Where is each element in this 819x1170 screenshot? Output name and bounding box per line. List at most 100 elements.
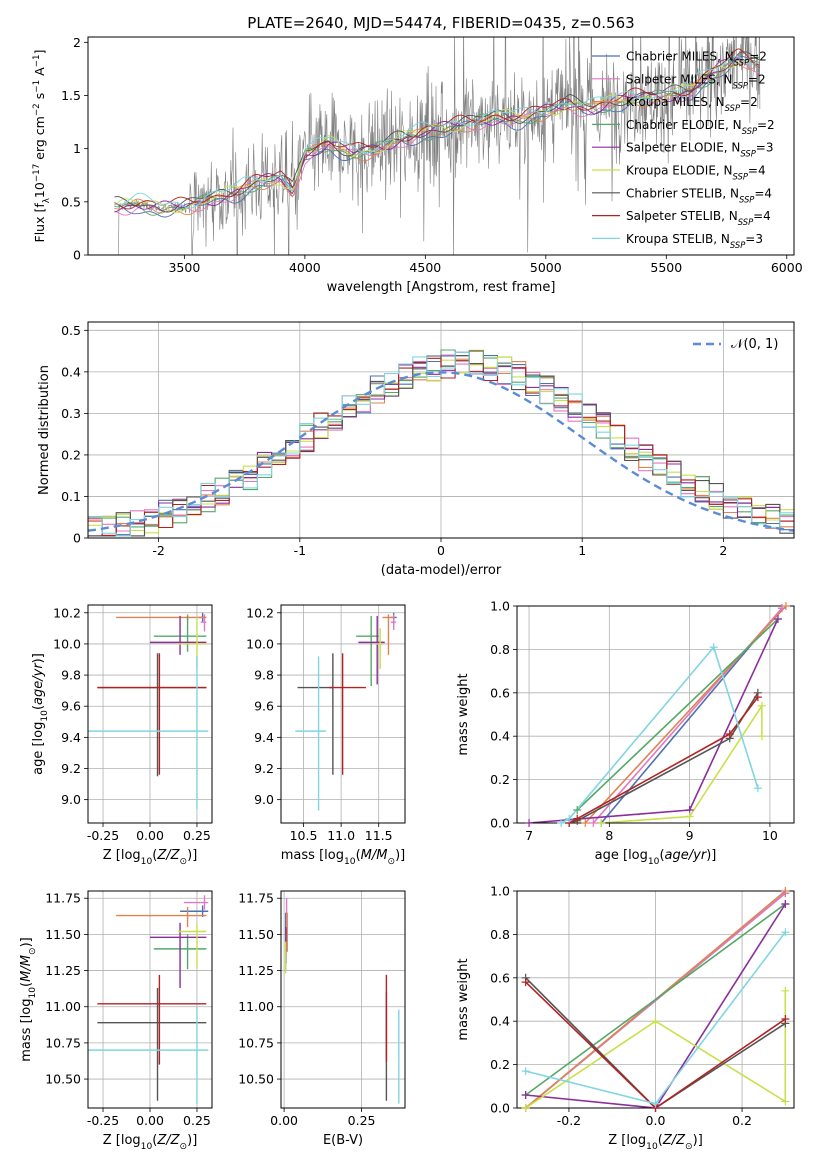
axes-frame bbox=[516, 605, 795, 824]
label-part: mass weight bbox=[456, 673, 471, 755]
model-spectrum-7 bbox=[114, 48, 760, 210]
weight-marker-5 bbox=[781, 1097, 790, 1106]
x-tick-label: 11.5 bbox=[365, 828, 393, 843]
y-tick-label: 0 bbox=[73, 248, 81, 263]
plot-area bbox=[114, 37, 761, 255]
model-spectrum-3 bbox=[114, 56, 760, 216]
x-tick-label: 4500 bbox=[409, 260, 441, 275]
weight-line-3 bbox=[525, 903, 786, 1096]
y-tick-label: 9.0 bbox=[254, 792, 274, 807]
weight-marker-5 bbox=[521, 1104, 530, 1112]
y-tick-label: 9.4 bbox=[61, 730, 81, 745]
x-tick-label: 1 bbox=[578, 543, 586, 558]
label-part: ( bbox=[152, 848, 157, 863]
x-tick-label: 5000 bbox=[530, 260, 562, 275]
x-tick-label: 6000 bbox=[771, 260, 803, 275]
gaussian-curve bbox=[88, 371, 794, 532]
label-part: 10 bbox=[141, 1142, 153, 1152]
x-axis-label: (data-model)/error bbox=[381, 563, 502, 578]
weight-marker-7 bbox=[573, 814, 582, 823]
weight-marker-4 bbox=[525, 819, 534, 827]
y-tick-label: 0.8 bbox=[490, 642, 510, 657]
label-part: ( bbox=[356, 848, 361, 863]
legend-nssp: =2 bbox=[740, 95, 758, 109]
x-tick-label: -0.25 bbox=[87, 1113, 119, 1128]
label-part: Z/Z bbox=[156, 1133, 180, 1148]
label-part: s bbox=[32, 93, 47, 104]
weight-marker-5 bbox=[781, 986, 790, 995]
label-part: ⊙ bbox=[28, 947, 38, 955]
y-tick-label: 0.2 bbox=[490, 1057, 510, 1072]
axes-frame bbox=[280, 604, 406, 824]
legend-sub: SSP bbox=[725, 103, 741, 113]
weight-marker-5 bbox=[597, 819, 606, 827]
weight-marker-5 bbox=[651, 1017, 660, 1026]
label-part: ⊙ bbox=[180, 857, 188, 867]
figure-title: PLATE=2640, MJD=54474, FIBERID=0435, z=0… bbox=[247, 14, 634, 32]
label-part: log bbox=[31, 722, 46, 742]
label-part: age/yr bbox=[665, 848, 708, 863]
label-part: )] bbox=[693, 1133, 703, 1148]
axes-frame bbox=[280, 890, 406, 1109]
y-axis-label: mass weight bbox=[456, 958, 471, 1040]
label-part: log bbox=[324, 848, 344, 863]
weight-marker-7 bbox=[521, 978, 530, 987]
weight-line-8 bbox=[560, 645, 759, 823]
label-part: log bbox=[19, 999, 34, 1019]
gaussian-legend-label: 𝒩(0, 1) bbox=[731, 337, 778, 352]
label-part: age [ bbox=[31, 741, 46, 774]
label-part: ⊙ bbox=[387, 857, 395, 867]
label-part: −2 bbox=[32, 103, 42, 116]
y-tick-label: 2 bbox=[73, 35, 81, 50]
label-part: )] bbox=[706, 848, 716, 863]
label-part: wavelength [Angstrom, rest frame] bbox=[327, 280, 556, 295]
y-tick-label: 0.5 bbox=[61, 194, 81, 209]
label-part: log bbox=[626, 1133, 646, 1148]
legend-sub: SSP bbox=[738, 217, 754, 227]
legend-entry-1: Salpeter MILES, NSSP=2 bbox=[626, 72, 766, 90]
label-part: Normed distribution bbox=[37, 365, 52, 495]
y-tick-label: 9.6 bbox=[61, 699, 81, 714]
legend-entry-4: Salpeter ELODIE, NSSP=3 bbox=[626, 141, 774, 159]
label-part: Flux [f bbox=[32, 203, 47, 243]
y-tick-label: 9.0 bbox=[61, 792, 81, 807]
plot-area bbox=[295, 612, 397, 811]
weight-marker-8 bbox=[753, 784, 762, 793]
x-tick-label: 0.00 bbox=[136, 1113, 164, 1128]
label-part: ( bbox=[19, 982, 34, 987]
plot-area bbox=[88, 612, 209, 809]
x-tick-label: 5500 bbox=[650, 260, 682, 275]
label-part: (data-model)/error bbox=[381, 563, 502, 578]
label-part: −1 bbox=[32, 54, 42, 67]
y-tick-label: 11.75 bbox=[238, 891, 274, 906]
y-tick-label: 10.2 bbox=[246, 605, 274, 620]
y-tick-label: 11.00 bbox=[45, 999, 81, 1014]
label-part: Z [ bbox=[103, 1133, 121, 1148]
label-part: )] bbox=[31, 653, 46, 663]
y-tick-label: 0.4 bbox=[61, 364, 81, 379]
weight-marker-7 bbox=[725, 730, 734, 739]
legend-name: Chabrier ELODIE, N bbox=[626, 118, 742, 132]
y-tick-label: 10.75 bbox=[45, 1035, 81, 1050]
legend-entry-2: Kroupa MILES, NSSP=2 bbox=[626, 95, 758, 113]
label-part: )] bbox=[395, 848, 405, 863]
y-tick-label: 0.8 bbox=[490, 927, 510, 942]
y-tick-label: 10.75 bbox=[238, 1035, 274, 1050]
panel-residuals: -2 -1 0 1 2 0 0.1 0.2 0.3 0.4 0.5 𝒩(0, 1) (data-mode… bbox=[37, 321, 795, 578]
weight-marker-7 bbox=[753, 693, 762, 702]
y-tick-label: 10.50 bbox=[238, 1072, 274, 1087]
y-tick-label: 0.0 bbox=[490, 816, 510, 831]
y-tick-label: 0.0 bbox=[490, 1101, 510, 1116]
x-tick-label: 7 bbox=[525, 828, 533, 843]
x-tick-label: 0.25 bbox=[183, 1113, 211, 1128]
y-tick-label: 11.00 bbox=[238, 999, 274, 1014]
weight-line-6 bbox=[568, 692, 759, 823]
weight-marker-4 bbox=[521, 1090, 530, 1099]
x-tick-label: 9 bbox=[686, 828, 694, 843]
legend-nssp: =4 bbox=[748, 164, 766, 178]
legend-entry-7: Salpeter STELIB, NSSP=4 bbox=[626, 209, 771, 227]
y-tick-label: 0.3 bbox=[61, 406, 81, 421]
label-part: ( bbox=[658, 1133, 663, 1148]
x-tick-label: 0.0 bbox=[646, 1113, 666, 1128]
